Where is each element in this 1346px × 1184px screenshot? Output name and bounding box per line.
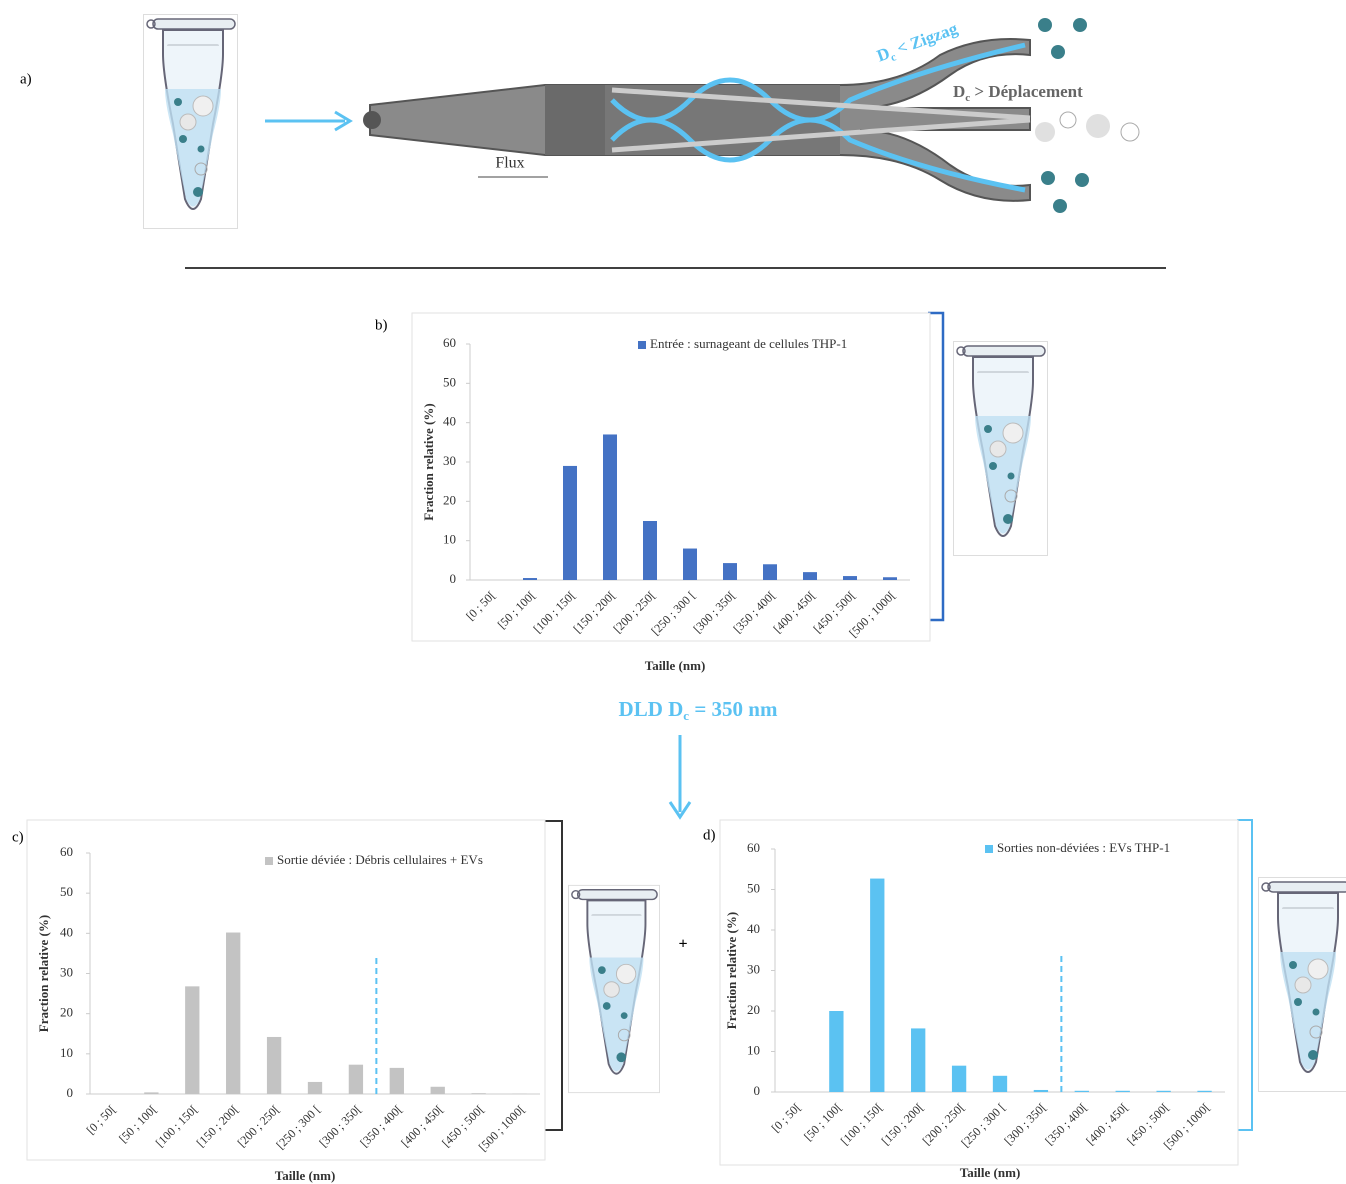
y-tick-label: 20: [60, 1005, 73, 1020]
symbol: D: [953, 82, 965, 101]
bar-chart: 0 10 20 30 40 50 60 Fraction relative (%) Taille…: [719, 819, 1239, 1180]
legend-label: Entrée : surnageant de cellules THP-1: [650, 336, 847, 351]
bar: [471, 1093, 486, 1094]
bar: [951, 1065, 967, 1092]
y-tick-label: 30: [60, 964, 73, 979]
chart-frame: [719, 819, 1239, 1166]
y-tick-label: 50: [443, 374, 456, 389]
bar: [883, 577, 897, 580]
chart-frame: [26, 819, 546, 1161]
y-tick-label: 0: [67, 1085, 74, 1100]
bar: [603, 434, 617, 580]
panel-label: b): [375, 317, 388, 333]
y-axis-label: Fraction relative (%): [36, 915, 51, 1032]
bar: [1197, 1090, 1212, 1092]
y-axis-label: Fraction relative (%): [421, 403, 436, 520]
legend-swatch: [985, 845, 993, 853]
bar: [992, 1075, 1008, 1092]
y-tick-label: 60: [443, 335, 456, 350]
subscript: c: [965, 92, 970, 104]
y-tick-label: 40: [443, 414, 456, 429]
bar-chart: 0 10 20 30 40 50 60 Fraction relative (%) Taille…: [411, 312, 931, 673]
dld-label: DLD Dc = 350 nm: [619, 697, 778, 723]
dld-device: [363, 38, 1031, 202]
bar: [843, 576, 857, 580]
tube-icon: [953, 340, 1048, 557]
tube-icon: [143, 14, 238, 229]
y-tick-label: 0: [450, 571, 457, 586]
bar: [307, 1081, 323, 1094]
x-axis-label: Taille (nm): [645, 658, 706, 673]
plus-sign: +: [678, 936, 687, 953]
panel-label: c): [12, 829, 24, 845]
symbol: D: [874, 43, 892, 65]
bar: [829, 1011, 844, 1092]
x-axis-label: Taille (nm): [960, 1165, 1021, 1180]
bar: [803, 572, 817, 580]
y-tick-label: 60: [60, 844, 73, 859]
y-tick-label: 10: [443, 532, 456, 547]
bar: [1033, 1089, 1049, 1092]
y-tick-label: 30: [443, 453, 456, 468]
text: > Déplacement: [970, 82, 1083, 101]
legend-label: Sorties non-déviées : EVs THP-1: [997, 840, 1170, 855]
panel-label: d): [703, 827, 716, 843]
tube-icon: [568, 884, 660, 1094]
subscript: c: [889, 51, 898, 64]
bar: [389, 1067, 404, 1094]
bar: [643, 521, 657, 580]
bar-chart: 0 10 20 30 40 50 60 Fraction relative (%) Taille…: [26, 819, 546, 1183]
tube-icon: [1258, 876, 1346, 1093]
y-tick-label: 10: [747, 1042, 760, 1057]
subscript: c: [683, 708, 689, 723]
bar: [430, 1086, 445, 1094]
bar: [911, 1028, 926, 1092]
bar: [1074, 1090, 1089, 1092]
x-axis-label: Taille (nm): [275, 1168, 336, 1183]
panel-label: a): [20, 71, 32, 87]
y-tick-label: 10: [60, 1045, 73, 1060]
bar: [523, 578, 537, 580]
bar: [348, 1064, 364, 1094]
bar: [1156, 1090, 1171, 1092]
legend-swatch: [638, 341, 646, 349]
bar: [683, 548, 697, 580]
bar: [185, 986, 200, 1094]
y-tick-label: 0: [754, 1083, 761, 1098]
y-tick-label: 20: [443, 492, 456, 507]
bar: [763, 564, 777, 580]
bar: [563, 465, 577, 580]
bar: [226, 932, 241, 1094]
bar: [266, 1036, 282, 1094]
particles: [1035, 18, 1140, 213]
legend-label: Sortie déviée : Débris cellulaires + EVs: [277, 852, 483, 867]
chart-frame: [411, 312, 931, 642]
bar: [144, 1092, 159, 1094]
arrow-head: [668, 801, 692, 820]
y-tick-label: 50: [747, 880, 760, 895]
y-tick-label: 20: [747, 1002, 760, 1017]
flow-label: Flux: [495, 155, 524, 172]
y-axis-label: Fraction relative (%): [724, 912, 739, 1029]
y-tick-label: 30: [747, 961, 760, 976]
y-tick-label: 40: [60, 924, 73, 939]
y-tick-label: 40: [747, 921, 760, 936]
symbol: DLD D: [619, 697, 684, 721]
bracket: [928, 311, 945, 622]
bracket: [545, 820, 563, 1131]
arrow-head: [334, 110, 353, 132]
y-tick-label: 60: [747, 840, 760, 855]
legend-swatch: [265, 857, 273, 865]
y-tick-label: 50: [60, 884, 73, 899]
displacement-label: Dc > Déplacement: [953, 82, 1083, 104]
bar: [870, 878, 885, 1092]
text: = 350 nm: [689, 697, 778, 721]
bar: [723, 563, 737, 580]
bracket: [1237, 819, 1253, 1131]
bar: [1115, 1090, 1130, 1092]
